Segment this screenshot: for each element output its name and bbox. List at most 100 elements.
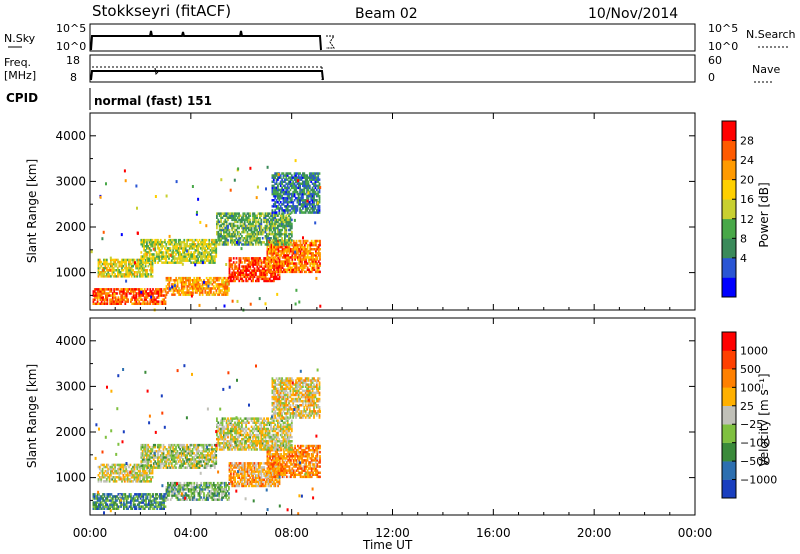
- power-cell: [117, 300, 120, 303]
- power-cell: [296, 179, 299, 183]
- power-cell: [187, 251, 190, 254]
- velocity-cell: [308, 444, 310, 448]
- velocity-cell: [312, 444, 314, 448]
- power-cell: [266, 252, 269, 255]
- power-cell: [102, 298, 104, 301]
- power-cell: [279, 207, 282, 210]
- velocity-cell: [228, 496, 230, 499]
- power-cell: [270, 273, 272, 276]
- power-cell: [198, 261, 201, 264]
- power-cell: [264, 228, 267, 232]
- power-cell: [218, 235, 221, 238]
- velocity-cell: [218, 494, 221, 497]
- velocity-cell: [232, 470, 235, 473]
- power-cell: [290, 211, 293, 214]
- power-cell: [158, 257, 161, 260]
- velocity-cell: [278, 453, 281, 456]
- power-cell: [157, 290, 160, 293]
- power-cell: [297, 186, 300, 190]
- power-cell: [157, 240, 159, 244]
- power-cell: [122, 260, 125, 264]
- power-cell: [281, 220, 283, 224]
- velocity-cell: [168, 492, 171, 495]
- power-cell: [293, 190, 296, 194]
- power-cell: [252, 212, 254, 215]
- velocity-cell: [93, 495, 96, 498]
- power-cell: [233, 178, 236, 182]
- velocity-cell: [317, 446, 320, 450]
- power-cell: [125, 260, 128, 264]
- velocity-cell: [310, 461, 313, 464]
- power-cell: [294, 159, 297, 163]
- power-cell: [223, 276, 226, 280]
- power-cell: [226, 282, 229, 286]
- power-cell: [228, 265, 231, 268]
- power-cell: [279, 184, 282, 188]
- power-cell: [208, 245, 211, 248]
- power-cell: [149, 292, 152, 295]
- power-cell: [235, 267, 238, 270]
- power-cell: [182, 259, 184, 262]
- power-cell: [150, 294, 153, 297]
- velocity-cell: [105, 480, 108, 483]
- power-cell: [306, 268, 309, 271]
- velocity-cell: [96, 497, 99, 500]
- power-cell: [261, 269, 264, 272]
- power-cell: [226, 289, 229, 292]
- velocity-cell: [269, 446, 271, 450]
- velocity-cell: [211, 488, 214, 491]
- velocity-cell: [186, 481, 189, 485]
- velocity-cell: [268, 478, 271, 481]
- power-cell: [315, 239, 317, 243]
- power-cell: [273, 260, 276, 263]
- velocity-cell: [298, 467, 301, 470]
- power-cell: [130, 298, 132, 301]
- power-cell: [249, 275, 252, 279]
- power-cell: [275, 214, 278, 217]
- power-cell: [277, 252, 280, 255]
- velocity-cell: [281, 461, 284, 464]
- power-cell: [303, 254, 306, 257]
- power-cell: [247, 220, 250, 224]
- power-cell: [270, 218, 272, 222]
- power-cell: [229, 237, 232, 240]
- power-cell: [288, 266, 291, 269]
- power-cell: [243, 224, 246, 228]
- velocity-cell: [309, 448, 312, 452]
- velocity-cell: [260, 476, 263, 479]
- power-cell: [261, 237, 264, 240]
- velocity-cell: [136, 497, 139, 500]
- velocity-cell: [315, 444, 317, 448]
- power-cell: [307, 196, 310, 200]
- power-cell: [277, 268, 280, 271]
- power-cell: [279, 188, 282, 192]
- power-cell: [277, 262, 280, 265]
- power-cell: [314, 174, 317, 177]
- power-cell: [242, 243, 245, 246]
- power-cell: [310, 203, 313, 206]
- power-cell: [173, 261, 176, 264]
- power-cell: [308, 270, 310, 274]
- power-cell: [228, 273, 231, 276]
- power-cell: [150, 240, 152, 244]
- velocity-cell: [95, 497, 98, 500]
- power-cell: [243, 265, 246, 268]
- power-cell: [229, 235, 232, 238]
- power-cell: [130, 288, 132, 291]
- power-cell: [92, 294, 95, 297]
- cpid-strip: CPID normal (fast) 151: [6, 88, 212, 110]
- power-cell: [209, 253, 212, 256]
- power-cell: [152, 247, 155, 251]
- velocity-cell: [280, 448, 283, 452]
- velocity-cell: [273, 455, 276, 458]
- velocity-cell: [273, 482, 275, 486]
- power-cell: [299, 186, 301, 190]
- velocity-cell: [173, 486, 176, 489]
- power-cell: [246, 220, 249, 224]
- power-cell: [253, 212, 256, 215]
- velocity-cell: [267, 475, 270, 479]
- velocity-cell: [285, 469, 288, 472]
- power-cell: [266, 245, 269, 249]
- power-cell: [241, 261, 243, 264]
- power-cell: [311, 186, 314, 190]
